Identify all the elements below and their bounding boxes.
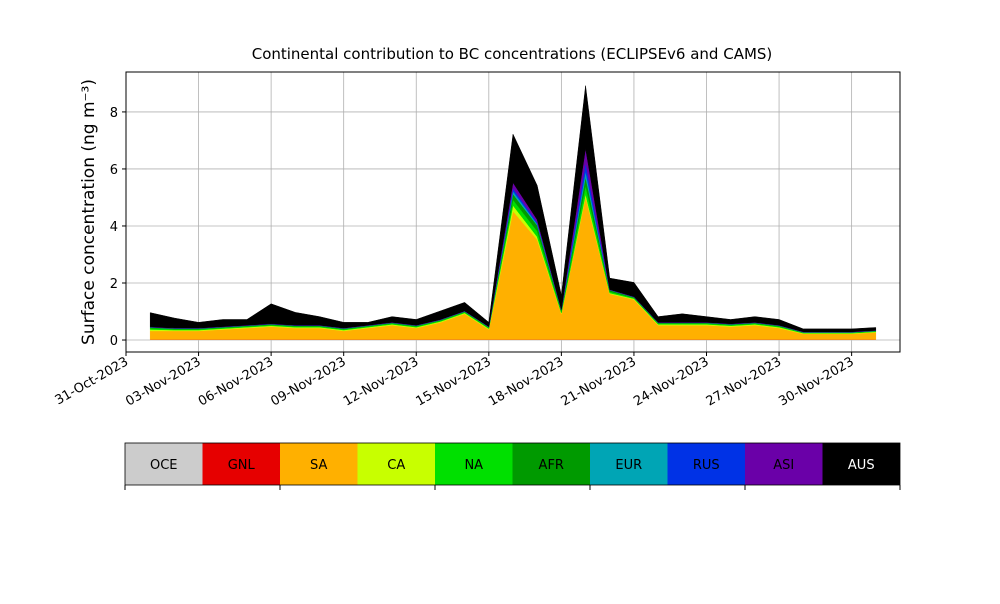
legend-label: RUS: [693, 458, 720, 473]
x-tick-label: 18-Nov-2023: [486, 354, 566, 409]
legend-label: CA: [387, 458, 405, 473]
plot-frame: [125, 71, 901, 353]
legend-item: EUR: [590, 443, 668, 485]
legend-item: CA: [357, 443, 435, 485]
legend-item: OCE: [125, 443, 203, 485]
legend-label: ASI: [773, 458, 794, 473]
legend-frame: [124, 442, 901, 486]
x-tick-label: 06-Nov-2023: [196, 354, 276, 409]
legend-label: AFR: [539, 458, 564, 473]
legend-label: AUS: [848, 458, 875, 473]
legend-swatch: [667, 443, 745, 485]
chart-title: Continental contribution to BC concentra…: [252, 45, 773, 63]
legend-item: ASI: [745, 443, 823, 485]
legend-label: GNL: [228, 458, 256, 473]
legend-swatch: [822, 443, 900, 485]
legend-swatch: [435, 443, 513, 485]
y-tick-label: 0: [110, 334, 118, 349]
y-tick-label: 8: [110, 106, 118, 121]
legend-swatch: [745, 443, 823, 485]
x-tick-label: 27-Nov-2023: [704, 354, 784, 409]
legend-item: GNL: [202, 443, 280, 485]
legend-swatch: [590, 443, 668, 485]
x-tick-label: 31-Oct-2023: [53, 354, 131, 408]
x-tick-label: 30-Nov-2023: [776, 354, 856, 409]
legend-label: OCE: [150, 458, 178, 473]
y-tick-label: 6: [110, 163, 118, 178]
legend-swatch: [202, 443, 280, 485]
y-tick-label: 4: [110, 220, 118, 235]
x-tick-label: 24-Nov-2023: [631, 354, 711, 409]
x-tick-label: 12-Nov-2023: [341, 354, 421, 409]
x-tick-label: 21-Nov-2023: [559, 354, 639, 409]
y-axis-label: Surface concentration (ng m⁻³): [79, 79, 99, 345]
legend-item: AFR: [512, 443, 590, 485]
x-tick-label: 15-Nov-2023: [414, 354, 494, 409]
x-tick-label: 03-Nov-2023: [123, 354, 203, 409]
legend-item: NA: [435, 443, 513, 485]
area: [149, 85, 877, 333]
x-tick-label: 09-Nov-2023: [268, 354, 348, 409]
legend-swatch: [357, 443, 435, 485]
legend-item: RUS: [667, 443, 745, 485]
legend-item: AUS: [822, 443, 900, 485]
legend-label: SA: [310, 458, 327, 473]
y-tick-label: 2: [110, 277, 118, 292]
legend-swatch: [125, 443, 203, 485]
legend-label: EUR: [615, 458, 642, 473]
legend-label: NA: [464, 458, 483, 473]
legend-item: SA: [280, 443, 358, 485]
legend-swatch: [280, 443, 358, 485]
legend-swatch: [512, 443, 590, 485]
